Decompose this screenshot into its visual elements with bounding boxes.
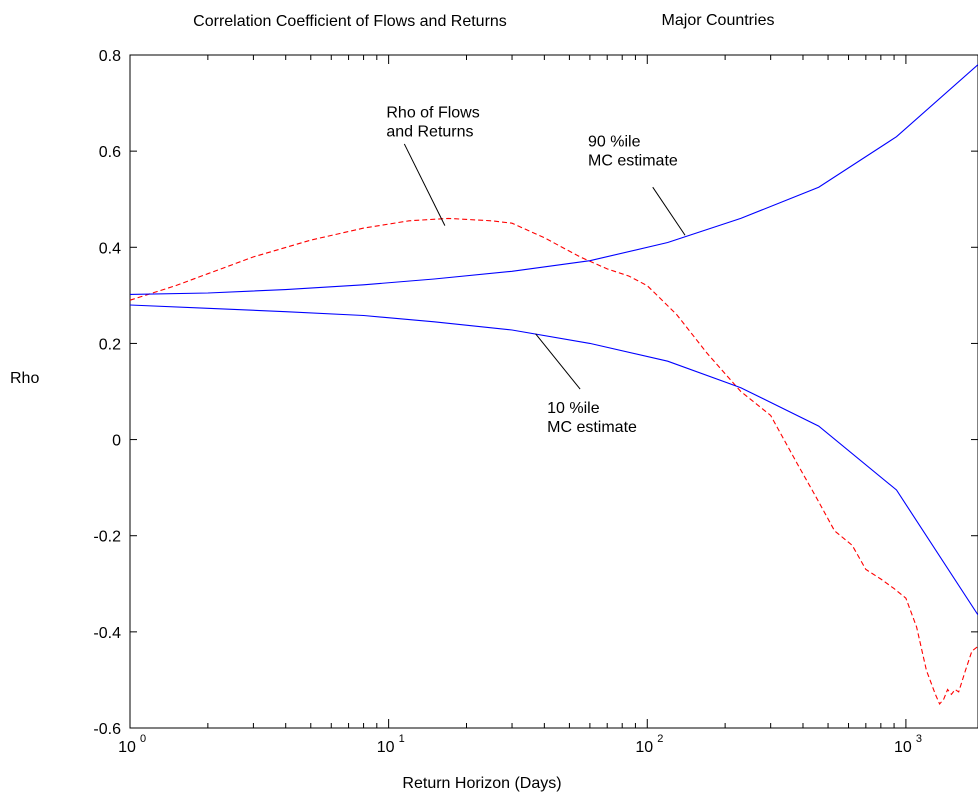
y-tick-label: -0.6 <box>93 721 121 738</box>
x-axis-label: Return Horizon (Days) <box>402 775 561 792</box>
annotation-text: 10 %ile <box>547 400 600 417</box>
chart-subtitle: Major Countries <box>662 12 775 29</box>
x-tick-label-base: 10 <box>894 739 912 756</box>
chart-title: Correlation Coefficient of Flows and Ret… <box>193 13 507 30</box>
x-tick-label-base: 10 <box>635 739 653 756</box>
x-tick-label-exponent: 3 <box>916 733 922 745</box>
y-tick-label: -0.4 <box>93 625 121 642</box>
y-tick-label: 0.4 <box>99 240 121 257</box>
y-axis-label: Rho <box>10 370 39 387</box>
y-tick-label: 0 <box>112 433 121 450</box>
x-tick-label: 10 3 <box>894 733 922 756</box>
y-tick-label: 0.2 <box>99 336 121 353</box>
x-tick-label-base: 10 <box>118 739 136 756</box>
x-tick-label-exponent: 1 <box>399 733 405 745</box>
axis-ticks: -0.6 -0.4 -0.2 0 0.2 0.4 0.6 0.8 10 0 10 1 10 2 10 3 <box>93 48 978 756</box>
annotation-text: 90 %ile <box>588 133 641 150</box>
y-tick-label: 0.6 <box>99 144 121 161</box>
series-line-1 <box>129 217 978 706</box>
x-tick-label-exponent: 0 <box>140 733 146 745</box>
y-tick-label: 0.8 <box>99 48 121 65</box>
series-line-2 <box>129 64 978 295</box>
annotation-text: MC estimate <box>547 419 637 436</box>
annotation-layer: Rho of Flows and Returns 90 %ile MC estimat… <box>386 104 686 436</box>
annotation-text: Rho of Flows <box>386 104 479 121</box>
annotation-text: MC estimate <box>588 152 678 169</box>
annotation-leader-line <box>652 186 686 236</box>
annotation-leader-line <box>403 143 446 226</box>
annotation-text: and Returns <box>386 123 473 140</box>
series-layer <box>129 64 978 706</box>
x-tick-label: 10 2 <box>635 733 663 756</box>
annotation-leader-line <box>535 333 581 390</box>
y-tick-label: -0.2 <box>93 529 121 546</box>
x-tick-label-base: 10 <box>377 739 395 756</box>
x-tick-label: 10 1 <box>377 733 405 756</box>
x-tick-label: 10 0 <box>118 733 146 756</box>
plot-area-frame <box>129 54 978 729</box>
series-line-3 <box>129 304 978 616</box>
x-tick-label-exponent: 2 <box>657 733 663 745</box>
